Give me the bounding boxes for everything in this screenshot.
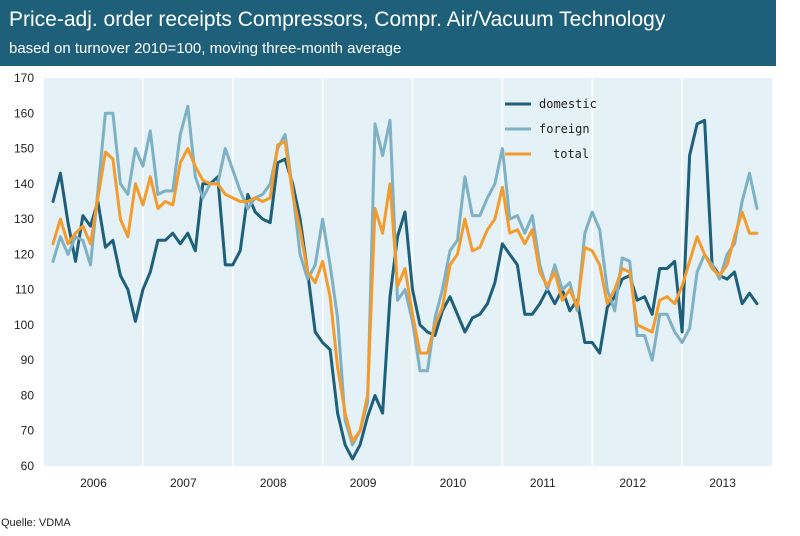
legend-label-total: total <box>553 147 589 161</box>
chart-title: Price-adj. order receipts Compressors, C… <box>9 8 666 31</box>
y-tick-label: 120 <box>14 247 34 261</box>
x-tick-label-2011: 2011 <box>530 476 556 490</box>
chart-frame: 60 70 80 90 100 110 120 130 140 150 160 170 2006 200… <box>0 66 776 506</box>
x-axis: 2006 2007 2008 2009 2010 2011 2012 2013 <box>80 476 736 490</box>
x-tick-label-2012: 2012 <box>619 476 646 490</box>
source-note: Quelle: VDMA <box>1 517 71 529</box>
x-tick-label-2008: 2008 <box>260 476 287 490</box>
series-line-foreign <box>51 104 759 447</box>
y-tick-label: 150 <box>14 142 34 156</box>
x-tick-label-2006: 2006 <box>80 476 107 490</box>
series-line-total <box>51 140 759 443</box>
x-tick-label-2010: 2010 <box>440 476 467 490</box>
y-tick-label: 60 <box>21 459 35 473</box>
x-tick-label-2009: 2009 <box>350 476 377 490</box>
x-tick-label-2007: 2007 <box>170 476 197 490</box>
chart-header: Price-adj. order receipts Compressors, C… <box>0 0 776 66</box>
legend: domestic foreign total <box>505 97 597 161</box>
y-tick-label: 80 <box>21 388 35 402</box>
series-lines <box>51 104 759 461</box>
y-tick-label: 160 <box>14 106 34 120</box>
y-axis: 60 70 80 90 100 110 120 130 140 150 160 170 <box>14 71 34 473</box>
y-tick-label: 90 <box>21 353 35 367</box>
plot-background <box>44 78 772 466</box>
legend-label-foreign: foreign <box>539 122 590 136</box>
series-line-domestic <box>51 118 759 461</box>
chart-subtitle: based on turnover 2010=100, moving three… <box>9 40 402 57</box>
legend-label-domestic: domestic <box>539 97 597 111</box>
y-tick-label: 140 <box>14 177 34 191</box>
y-tick-label: 70 <box>21 424 35 438</box>
y-tick-label: 130 <box>14 212 34 226</box>
y-tick-label: 170 <box>14 71 34 85</box>
y-tick-label: 110 <box>15 283 34 297</box>
x-tick-label-2013: 2013 <box>709 476 736 490</box>
y-tick-label: 100 <box>14 318 34 332</box>
year-dividers <box>142 78 683 466</box>
